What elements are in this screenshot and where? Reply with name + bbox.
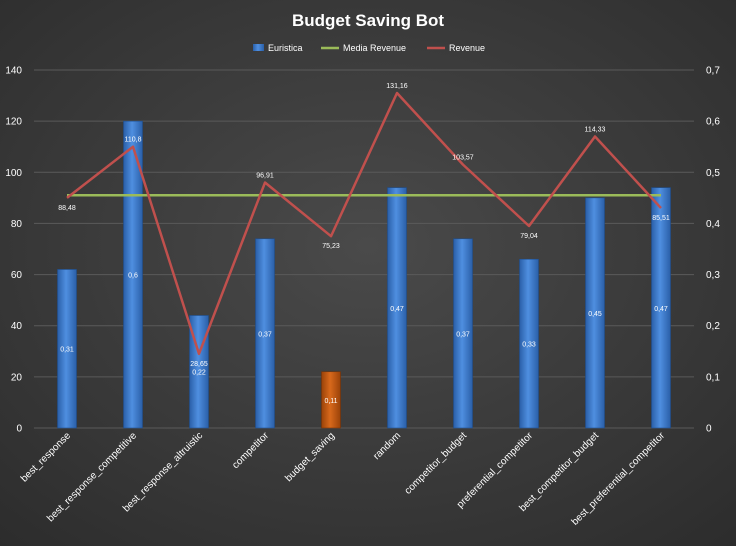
bar-value-label: 0,47 [390,306,404,313]
y-left-tick-label: 100 [5,168,22,179]
bar-value-label: 0,6 [128,273,138,280]
y-right-tick-label: 0,1 [706,372,720,383]
y-left-tick-label: 0 [16,424,22,435]
revenue-value-label: 96,91 [256,173,274,180]
revenue-value-label: 88,48 [58,205,76,212]
bar-best_response [57,269,77,429]
y-left-tick-label: 80 [11,219,23,230]
bar-value-label: 0,45 [588,311,602,318]
bar-random [387,187,407,429]
y-right-tick-label: 0 [706,424,712,435]
y-right-tick-label: 0,4 [706,219,720,230]
y-left-tick-label: 140 [5,66,22,77]
legend: Euristica Media Revenue Revenue [253,43,485,53]
legend-label-revenue: Revenue [449,43,485,53]
bar-value-label: 0,37 [258,331,272,338]
bar-value-label: 0,22 [192,370,206,377]
y-right-tick-label: 0,2 [706,321,720,332]
bar-competitor_budget [453,238,473,429]
revenue-value-label: 114,33 [585,126,606,133]
revenue-value-label: 75,23 [322,243,340,250]
bar-competitor [255,238,275,429]
y-right-tick-label: 0,5 [706,168,720,179]
bar-data-labels: 0,31 0,6 0,22 0,37 0,11 0,47 0,37 0,33 0,45 0,47 [60,273,668,405]
bar-value-label: 0,33 [522,342,536,349]
bar-value-label: 0,37 [456,331,470,338]
y-right-tick-label: 0,7 [706,66,720,77]
revenue-value-label: 110,8 [125,137,142,144]
bar-budget_saving [321,371,341,429]
bar-value-label: 0,47 [654,306,668,313]
y-axis-left: 0 20 40 60 80 100 120 140 [5,66,22,435]
bar-value-label: 0,11 [324,398,337,405]
revenue-line [66,91,662,356]
line-series-revenue [66,91,662,356]
bar-value-label: 0,31 [60,347,74,354]
revenue-value-label: 131,16 [386,83,408,90]
chart-title: Budget Saving Bot [292,11,444,30]
revenue-value-label: 85,51 [652,215,670,222]
revenue-value-label: 28,65 [190,361,208,368]
y-right-tick-label: 0,3 [706,270,720,281]
y-left-tick-label: 60 [11,270,23,281]
y-right-tick-label: 0,6 [706,117,720,128]
y-axis-right: 0 0,1 0,2 0,3 0,4 0,5 0,6 0,7 [706,66,720,435]
y-left-tick-label: 120 [5,117,22,128]
legend-label-media-revenue: Media Revenue [343,43,406,53]
bar-best_response_competitive [123,120,143,429]
legend-label-euristica: Euristica [268,43,303,53]
gridlines [34,69,694,429]
legend-swatch-euristica [253,44,264,51]
bar-best_preferential_competitor [651,187,671,429]
y-left-tick-label: 20 [11,372,23,383]
bar-series-euristica [57,120,671,429]
revenue-value-label: 103,57 [452,155,474,162]
revenue-data-labels: 88,48 110,8 28,65 96,91 75,23 131,16 103,57 79,… [58,83,670,368]
y-left-tick-label: 40 [11,321,23,332]
bar-best_competitor_budget [585,197,605,429]
bar-preferential_competitor [519,258,539,429]
revenue-value-label: 79,04 [520,233,538,240]
